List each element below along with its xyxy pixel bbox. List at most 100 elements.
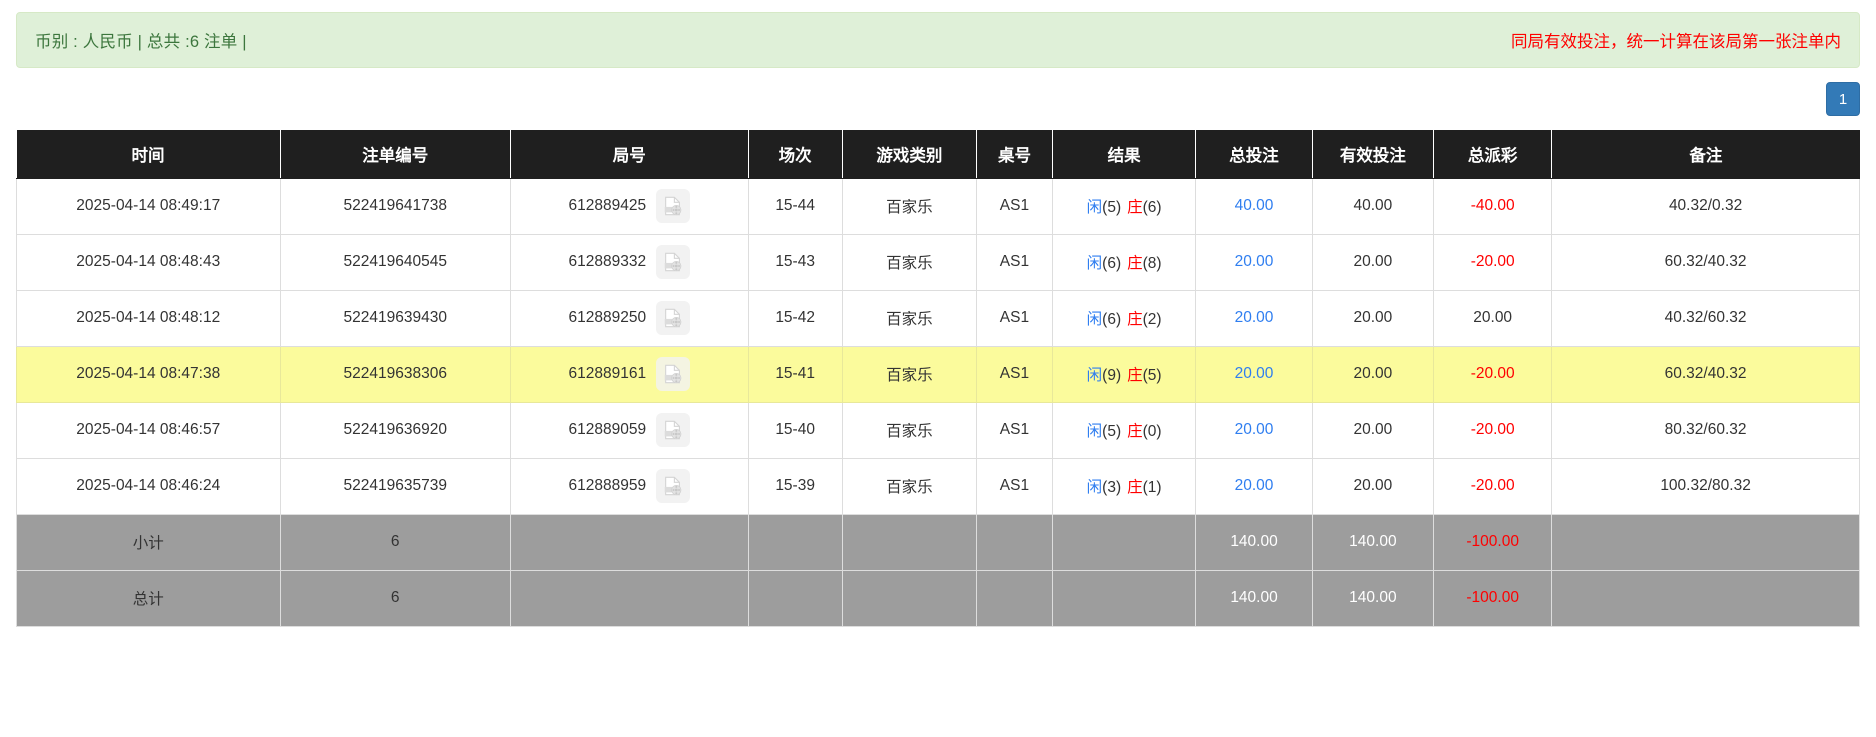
- cell-total-stake: 20.00: [1195, 289, 1313, 347]
- video-document-icon[interactable]: [656, 413, 691, 447]
- summary-empty-game-type: [841, 513, 978, 571]
- cell-round-no: 612889250: [509, 289, 749, 347]
- cell-remark: 100.32/80.32: [1551, 457, 1860, 515]
- cell-round-no: 612889059: [509, 401, 749, 459]
- summary-empty-game-type: [841, 569, 978, 627]
- cell-remark: 60.32/40.32: [1551, 233, 1860, 291]
- result-player-label: 闲: [1086, 311, 1103, 328]
- summary-count: 6: [279, 569, 511, 627]
- summary-empty-result: [1051, 513, 1197, 571]
- column-header-valid-stake: 有效投注: [1312, 130, 1435, 179]
- result-player-label: 闲: [1086, 423, 1103, 440]
- result-player-score: (5): [1102, 199, 1122, 216]
- bet-records-table: 时间 注单编号 局号 场次 游戏类别 桌号 结果 总投注 有效投注 总派彩 备注…: [16, 130, 1860, 627]
- column-header-round-no: 局号: [510, 130, 749, 179]
- result-banker-score: (2): [1142, 311, 1162, 328]
- video-document-icon[interactable]: [656, 245, 691, 279]
- cell-bet-no: 522419641738: [279, 177, 511, 235]
- cell-game-type: 百家乐: [841, 289, 978, 347]
- table-row[interactable]: 2025-04-14 08:46:24 522419635739 612888959…: [16, 457, 1860, 515]
- summary-count: 6: [279, 513, 511, 571]
- cell-time: 2025-04-14 08:48:12: [16, 289, 281, 347]
- cell-total-stake: 20.00: [1195, 233, 1313, 291]
- cell-total-payout: -20.00: [1433, 401, 1553, 459]
- summary-total-stake: 140.00: [1195, 513, 1313, 571]
- video-document-icon[interactable]: [656, 301, 691, 335]
- result-player-label: 闲: [1086, 255, 1103, 272]
- pagination-row: 1: [0, 68, 1876, 130]
- column-header-shift: 场次: [748, 130, 843, 179]
- result-player-label: 闲: [1086, 479, 1103, 496]
- column-header-total-stake: 总投注: [1195, 130, 1313, 179]
- cell-total-stake: 20.00: [1195, 345, 1313, 403]
- cell-bet-no: 522419635739: [279, 457, 511, 515]
- result-banker-score: (5): [1142, 367, 1162, 384]
- subtotal-row: 小计 6 140.00 140.00 -100.00: [16, 513, 1860, 571]
- summary-empty-round: [509, 513, 749, 571]
- cell-round-no: 612888959: [509, 457, 749, 515]
- cell-time: 2025-04-14 08:48:43: [16, 233, 281, 291]
- summary-valid-stake: 140.00: [1311, 513, 1435, 571]
- table-header-row: 时间 注单编号 局号 场次 游戏类别 桌号 结果 总投注 有效投注 总派彩 备注: [16, 130, 1860, 179]
- result-player-score: (3): [1102, 479, 1122, 496]
- cell-valid-stake: 20.00: [1311, 457, 1435, 515]
- video-document-icon[interactable]: [656, 357, 691, 391]
- result-banker-label: 庄: [1127, 255, 1143, 272]
- summary-empty-result: [1051, 569, 1197, 627]
- cell-round-no: 612889425: [509, 177, 749, 235]
- round-no-text: 612889059: [568, 421, 647, 438]
- cell-shift: 15-43: [747, 233, 843, 291]
- cell-bet-no: 522419636920: [279, 401, 511, 459]
- currency-and-count-summary: 币别 : 人民币 | 总共 :6 注单 |: [35, 33, 247, 51]
- round-no-text: 612889161: [568, 365, 647, 382]
- column-header-time: 时间: [16, 130, 281, 179]
- page-button-1[interactable]: 1: [1826, 82, 1860, 116]
- table-row[interactable]: 2025-04-14 08:47:38 522419638306 612889161…: [16, 345, 1860, 403]
- cell-total-payout: -20.00: [1433, 457, 1553, 515]
- column-header-table-no: 桌号: [976, 130, 1053, 179]
- cell-table-no: AS1: [976, 233, 1053, 291]
- cell-table-no: AS1: [976, 457, 1053, 515]
- cell-remark: 60.32/40.32: [1551, 345, 1860, 403]
- table-header: 时间 注单编号 局号 场次 游戏类别 桌号 结果 总投注 有效投注 总派彩 备注: [16, 130, 1860, 179]
- result-player-score: (5): [1102, 423, 1122, 440]
- cell-shift: 15-39: [747, 457, 843, 515]
- video-document-icon[interactable]: [656, 469, 691, 503]
- result-player-label: 闲: [1086, 199, 1103, 216]
- cell-valid-stake: 20.00: [1311, 345, 1435, 403]
- pagination[interactable]: 1: [1826, 82, 1860, 116]
- round-no-text: 612889332: [568, 253, 647, 270]
- cell-remark: 80.32/60.32: [1551, 401, 1860, 459]
- summary-empty-shift: [747, 513, 843, 571]
- table-row[interactable]: 2025-04-14 08:48:12 522419639430 612889250…: [16, 289, 1860, 347]
- round-no-text: 612889425: [568, 197, 647, 214]
- cell-total-payout: -20.00: [1433, 233, 1553, 291]
- table-row[interactable]: 2025-04-14 08:49:17 522419641738 612889425…: [16, 177, 1860, 235]
- cell-time: 2025-04-14 08:49:17: [16, 177, 281, 235]
- cell-table-no: AS1: [976, 289, 1053, 347]
- column-header-bet-no: 注单编号: [280, 130, 511, 179]
- cell-table-no: AS1: [976, 345, 1053, 403]
- summary-empty-table-no: [976, 569, 1053, 627]
- cell-round-no: 612889161: [509, 345, 749, 403]
- cell-result: 闲(5) 庄(0): [1051, 401, 1197, 459]
- summary-empty-shift: [747, 569, 843, 627]
- cell-shift: 15-40: [747, 401, 843, 459]
- table-row[interactable]: 2025-04-14 08:48:43 522419640545 612889332…: [16, 233, 1860, 291]
- cell-bet-no: 522419638306: [279, 345, 511, 403]
- summary-label: 小计: [16, 513, 281, 571]
- table-body: 2025-04-14 08:49:17 522419641738 612889425…: [16, 177, 1860, 627]
- video-document-icon[interactable]: [656, 189, 691, 223]
- result-banker-score: (6): [1142, 199, 1162, 216]
- summary-total-payout: -100.00: [1433, 513, 1553, 571]
- round-no-text: 612888959: [568, 477, 647, 494]
- result-banker-label: 庄: [1127, 311, 1143, 328]
- grandtotal-row: 总计 6 140.00 140.00 -100.00: [16, 569, 1860, 627]
- same-round-valid-bet-notice: 同局有效投注，统一计算在该局第一张注单内: [1511, 33, 1841, 51]
- summary-empty-remark: [1551, 513, 1860, 571]
- cell-valid-stake: 20.00: [1311, 289, 1435, 347]
- table-row[interactable]: 2025-04-14 08:46:57 522419636920 612889059…: [16, 401, 1860, 459]
- cell-bet-no: 522419639430: [279, 289, 511, 347]
- summary-empty-remark: [1551, 569, 1860, 627]
- cell-shift: 15-42: [747, 289, 843, 347]
